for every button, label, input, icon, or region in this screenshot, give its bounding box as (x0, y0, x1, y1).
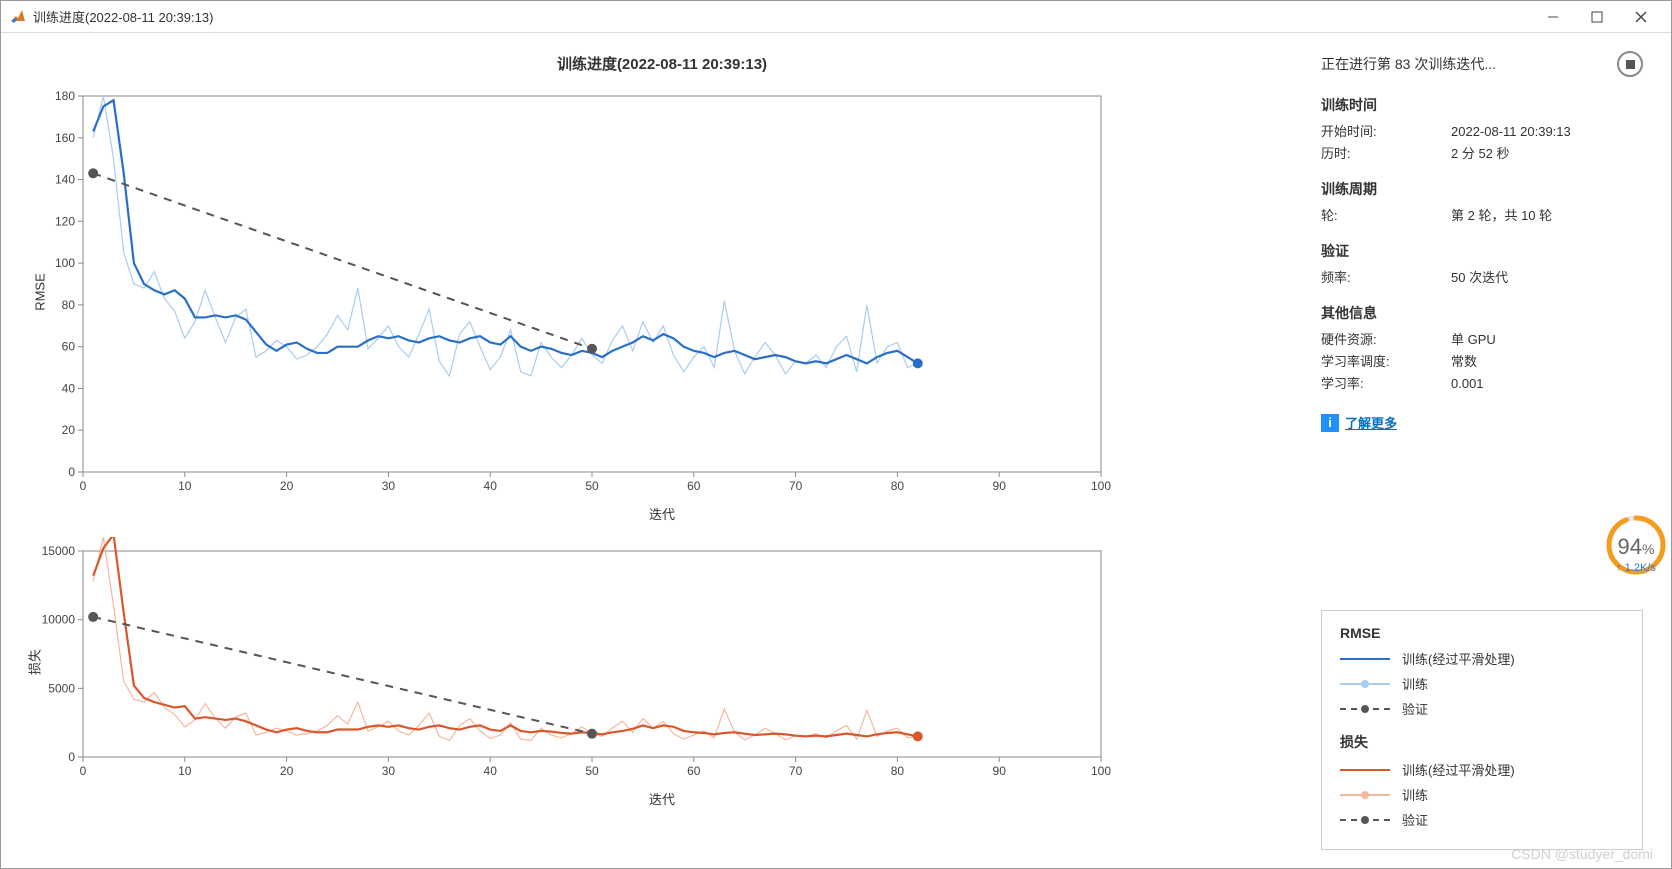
svg-text:80: 80 (891, 479, 905, 493)
svg-text:30: 30 (382, 764, 396, 778)
svg-text:5000: 5000 (48, 681, 75, 695)
loss-plot: 损失 0 10 20 30 40 50 60 70 80 90 100 0 5000 10000 15000 (21, 537, 1303, 787)
other-header: 其他信息 (1321, 303, 1643, 323)
learn-more-link[interactable]: i 了解更多 (1321, 413, 1643, 432)
chart-title: 训练进度(2022-08-11 20:39:13) (21, 53, 1303, 74)
freq-value: 50 次迭代 (1451, 267, 1643, 289)
maximize-button[interactable] (1575, 2, 1619, 32)
learn-more-text: 了解更多 (1345, 413, 1397, 432)
legend-rmse-title: RMSE (1340, 625, 1624, 641)
svg-text:100: 100 (55, 256, 75, 270)
svg-text:15000: 15000 (42, 544, 76, 558)
svg-text:0: 0 (80, 764, 87, 778)
legend-loss-raw: 训练 (1340, 785, 1624, 804)
matlab-icon (9, 8, 27, 26)
svg-text:90: 90 (993, 479, 1007, 493)
gauge-rate: ↑ 1.2K/s (1601, 562, 1671, 574)
svg-text:40: 40 (484, 764, 498, 778)
svg-text:0: 0 (80, 479, 87, 493)
content-area: 训练进度(2022-08-11 20:39:13) RMSE 0 10 20 30 40… (1, 33, 1671, 868)
epoch-label: 轮: (1321, 205, 1451, 227)
stop-button[interactable] (1617, 51, 1643, 77)
lr-value: 0.001 (1451, 373, 1643, 395)
svg-text:50: 50 (585, 764, 599, 778)
svg-text:50: 50 (585, 479, 599, 493)
cycle-header: 训练周期 (1321, 179, 1643, 199)
info-icon: i (1321, 414, 1339, 432)
svg-text:80: 80 (62, 298, 76, 312)
time-header: 训练时间 (1321, 95, 1643, 115)
svg-text:60: 60 (687, 479, 701, 493)
svg-text:100: 100 (1091, 764, 1111, 778)
svg-text:60: 60 (62, 340, 76, 354)
start-value: 2022-08-11 20:39:13 (1451, 121, 1643, 143)
svg-text:0: 0 (68, 750, 75, 764)
svg-text:20: 20 (280, 764, 294, 778)
svg-text:0: 0 (68, 465, 75, 479)
close-button[interactable] (1619, 2, 1663, 32)
svg-text:30: 30 (382, 479, 396, 493)
freq-label: 频率: (1321, 267, 1451, 289)
loss-xlabel: 迭代 (21, 789, 1303, 808)
lrs-value: 常数 (1451, 351, 1643, 373)
elapsed-label: 历时: (1321, 143, 1451, 165)
svg-text:80: 80 (891, 764, 905, 778)
progress-gauge: 94% ↑ 1.2K/s (1601, 513, 1671, 618)
svg-text:90: 90 (993, 764, 1007, 778)
legend-loss-val: 验证 (1340, 810, 1624, 829)
hw-label: 硬件资源: (1321, 329, 1451, 351)
epoch-value: 第 2 轮，共 10 轮 (1451, 205, 1643, 227)
svg-text:120: 120 (55, 214, 75, 228)
legend-rmse-val: 验证 (1340, 699, 1624, 718)
legend-rmse-raw: 训练 (1340, 674, 1624, 693)
legend-loss-title: 损失 (1340, 732, 1624, 752)
lr-label: 学习率: (1321, 373, 1451, 395)
svg-text:40: 40 (484, 479, 498, 493)
charts-panel: 训练进度(2022-08-11 20:39:13) RMSE 0 10 20 30 40… (1, 33, 1311, 868)
watermark: CSDN @studyer_domi (1511, 846, 1653, 862)
hw-value: 单 GPU (1451, 329, 1643, 351)
svg-text:160: 160 (55, 131, 75, 145)
start-label: 开始时间: (1321, 121, 1451, 143)
svg-text:10: 10 (178, 764, 192, 778)
svg-text:70: 70 (789, 479, 803, 493)
val-header: 验证 (1321, 241, 1643, 261)
app-window: 训练进度(2022-08-11 20:39:13) 训练进度(2022-08-1… (0, 0, 1672, 869)
svg-text:40: 40 (62, 381, 76, 395)
svg-text:20: 20 (280, 479, 294, 493)
svg-text:100: 100 (1091, 479, 1111, 493)
side-panel: 正在进行第 83 次训练迭代... 训练时间 开始时间:2022-08-11 2… (1311, 33, 1671, 868)
title-bar: 训练进度(2022-08-11 20:39:13) (1, 1, 1671, 33)
window-title: 训练进度(2022-08-11 20:39:13) (33, 7, 1531, 26)
svg-text:10: 10 (178, 479, 192, 493)
minimize-button[interactable] (1531, 2, 1575, 32)
legend-loss-smooth: 训练(经过平滑处理) (1340, 760, 1624, 779)
status-text: 正在进行第 83 次训练迭代... (1321, 54, 1617, 74)
svg-text:10000: 10000 (42, 613, 76, 627)
rmse-ylabel: RMSE (32, 273, 47, 311)
rmse-plot: RMSE 0 10 20 30 40 50 60 70 80 90 100 0 20 40 60 80 100 1… (21, 82, 1303, 502)
elapsed-value: 2 分 52 秒 (1451, 143, 1643, 165)
legend-rmse-smooth: 训练(经过平滑处理) (1340, 649, 1624, 668)
gauge-percent: 94 (1618, 534, 1642, 559)
svg-text:180: 180 (55, 89, 75, 103)
svg-text:70: 70 (789, 764, 803, 778)
svg-text:20: 20 (62, 423, 76, 437)
rmse-xlabel: 迭代 (21, 504, 1303, 523)
legend-box: RMSE 训练(经过平滑处理) 训练 验证 损失 训练(经过平滑处理) 训练 验… (1321, 610, 1643, 850)
svg-text:140: 140 (55, 173, 75, 187)
svg-text:60: 60 (687, 764, 701, 778)
lrs-label: 学习率调度: (1321, 351, 1451, 373)
loss-ylabel: 损失 (25, 649, 44, 675)
